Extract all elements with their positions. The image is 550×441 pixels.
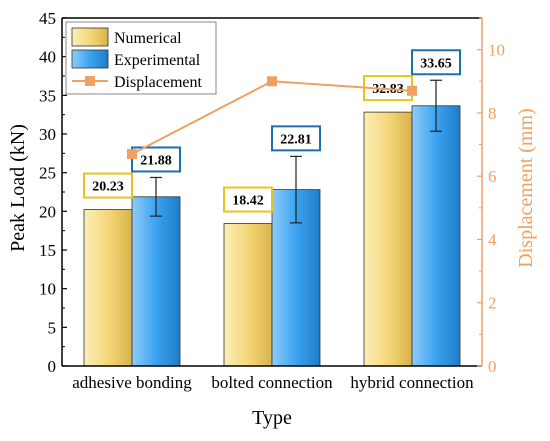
bar-experimental xyxy=(131,196,181,367)
plot-area: 20.2321.8818.4222.8132.8333.650510152025… xyxy=(39,9,505,392)
y-tick-label: 10 xyxy=(39,280,56,299)
y-tick-label: 5 xyxy=(48,318,57,337)
data-label-box-numerical xyxy=(223,186,273,213)
data-label-box-numerical xyxy=(83,172,133,199)
data-label-experimental: 33.65 xyxy=(420,56,452,71)
y2-tick-label: 0 xyxy=(488,357,497,376)
legend-marker-displacement xyxy=(85,76,95,86)
data-label-numerical: 18.42 xyxy=(232,194,264,209)
y-tick-label: 35 xyxy=(39,86,56,105)
y2-tick-label: 4 xyxy=(488,230,497,249)
legend-label-numerical: Numerical xyxy=(114,30,182,47)
data-label-experimental: 21.88 xyxy=(140,153,172,168)
bar-numerical xyxy=(83,209,133,367)
legend-swatch-numerical xyxy=(71,27,109,47)
y2-tick-label: 8 xyxy=(488,104,497,123)
y-tick-label: 30 xyxy=(39,125,56,144)
y2-axis-title: Displacement (mm) xyxy=(515,108,537,267)
x-tick-label: hybrid connection xyxy=(350,373,474,392)
x-tick-label: adhesive bonding xyxy=(72,373,192,392)
y-tick-label: 20 xyxy=(39,202,56,221)
data-label-box-experimental xyxy=(411,49,461,76)
y-tick-label: 45 xyxy=(39,9,56,28)
y2-tick-label: 2 xyxy=(488,294,497,313)
data-label-box-experimental xyxy=(131,146,181,173)
bar-numerical xyxy=(223,223,273,367)
bar-numerical xyxy=(363,111,413,367)
y-tick-label: 25 xyxy=(39,164,56,183)
data-label-box-experimental xyxy=(271,125,321,152)
legend-label-displacement: Displacement xyxy=(114,74,203,91)
y-tick-label: 0 xyxy=(48,357,57,376)
legend-label-experimental: Experimental xyxy=(114,52,201,69)
displacement-point xyxy=(127,149,137,160)
x-tick-label: bolted connection xyxy=(211,373,333,392)
data-label-experimental: 22.81 xyxy=(280,132,312,147)
x-axis-title: Type xyxy=(252,407,292,429)
y2-tick-label: 10 xyxy=(488,41,505,60)
y-tick-label: 15 xyxy=(39,241,56,260)
displacement-point xyxy=(407,85,417,96)
y2-tick-label: 6 xyxy=(488,167,497,186)
y-axis-title: Peak Load (kN) xyxy=(7,124,29,252)
legend-swatch-experimental xyxy=(71,49,109,69)
y-tick-label: 40 xyxy=(39,48,56,67)
bar-experimental xyxy=(411,105,461,367)
data-label-numerical: 20.23 xyxy=(92,180,124,195)
displacement-point xyxy=(267,76,277,87)
